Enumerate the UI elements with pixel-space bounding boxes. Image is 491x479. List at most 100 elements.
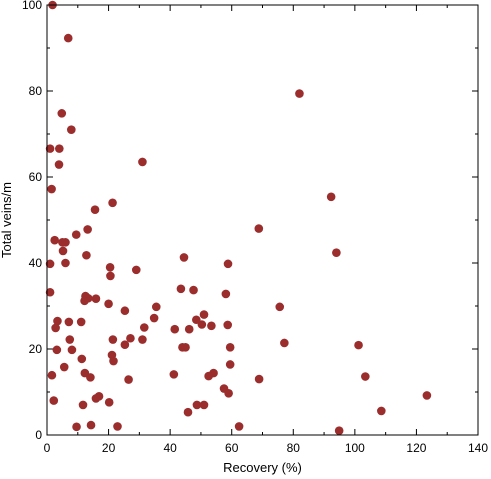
data-point — [113, 422, 122, 431]
data-point — [176, 284, 186, 294]
data-point — [77, 354, 87, 364]
y-tick-label: 100 — [22, 0, 42, 12]
y-tick-label: 60 — [29, 170, 43, 184]
data-point — [207, 321, 216, 331]
data-point — [105, 263, 115, 272]
y-tick-label: 0 — [35, 428, 42, 442]
x-tick-label: 60 — [225, 441, 239, 455]
data-point — [326, 192, 336, 202]
y-tick-label: 20 — [29, 342, 43, 356]
data-point — [192, 400, 202, 410]
data-point — [91, 394, 101, 403]
data-point — [275, 302, 285, 312]
data-point — [47, 370, 57, 380]
data-point — [109, 356, 118, 366]
y-tick-label: 80 — [29, 84, 43, 98]
x-tick-label: 120 — [406, 441, 426, 455]
data-point — [124, 375, 133, 384]
data-point — [50, 235, 59, 245]
data-point — [51, 323, 60, 333]
data-point — [86, 373, 95, 382]
data-point — [104, 398, 114, 407]
data-point — [170, 324, 180, 334]
data-point — [149, 313, 159, 323]
data-point — [91, 294, 101, 303]
data-point — [221, 289, 231, 299]
data-point — [120, 340, 130, 350]
data-point — [295, 89, 304, 98]
data-point — [234, 422, 244, 431]
data-point — [204, 371, 213, 381]
y-axis-label: Total veins/m — [0, 182, 14, 258]
data-point — [54, 160, 64, 169]
data-point — [53, 316, 62, 326]
x-tick-label: 80 — [287, 441, 301, 455]
data-point — [224, 388, 233, 398]
data-point — [76, 317, 86, 327]
data-point — [55, 144, 64, 153]
data-point — [225, 360, 235, 369]
x-axis-label: Recovery (%) — [223, 460, 302, 475]
data-point — [47, 184, 56, 194]
x-tick-label: 100 — [345, 441, 365, 455]
data-point — [59, 362, 69, 372]
data-point — [139, 323, 149, 332]
data-point — [86, 420, 96, 430]
data-point — [223, 259, 233, 269]
data-point — [181, 342, 190, 352]
data-point — [184, 324, 194, 334]
data-point — [45, 259, 55, 269]
data-point — [45, 144, 55, 153]
data-point — [67, 345, 77, 355]
data-point — [254, 374, 264, 384]
data-point — [63, 33, 73, 43]
x-tick-label: 0 — [44, 441, 51, 455]
data-point — [126, 333, 135, 343]
data-point — [78, 400, 88, 410]
data-point — [189, 285, 198, 295]
data-point — [199, 310, 209, 319]
data-point — [58, 246, 68, 256]
data-point — [104, 299, 113, 309]
data-point — [108, 198, 117, 208]
data-point — [49, 396, 59, 405]
data-point — [151, 302, 161, 312]
data-point — [67, 125, 76, 134]
data-point — [80, 296, 89, 306]
data-point — [197, 320, 207, 329]
data-point — [82, 250, 91, 260]
data-point — [377, 406, 386, 416]
data-point — [199, 400, 209, 410]
data-point — [223, 320, 233, 330]
data-point — [361, 372, 370, 381]
data-point — [61, 238, 70, 247]
data-point — [138, 157, 147, 167]
data-point — [52, 345, 62, 355]
data-point — [354, 340, 363, 350]
data-point — [334, 426, 344, 436]
data-point — [108, 335, 118, 344]
data-point — [106, 271, 115, 281]
data-point — [332, 248, 341, 257]
data-point — [65, 335, 75, 344]
points-layer — [45, 0, 432, 436]
data-point — [57, 109, 67, 118]
data-point — [71, 230, 81, 239]
data-point — [45, 287, 55, 297]
data-point — [131, 265, 141, 275]
data-point — [179, 253, 189, 262]
x-tick-label: 40 — [163, 441, 177, 455]
data-point — [72, 422, 81, 432]
ticks-layer: 0 20 40 60 80 100 120 140 0 20 40 60 80 100 — [22, 0, 488, 455]
data-point — [183, 407, 193, 417]
data-point — [90, 205, 100, 214]
data-point — [61, 258, 70, 268]
data-point — [280, 338, 289, 348]
data-point — [225, 342, 235, 352]
data-point — [254, 224, 264, 233]
data-point — [83, 225, 92, 234]
data-point — [422, 391, 432, 400]
data-point — [64, 317, 74, 327]
